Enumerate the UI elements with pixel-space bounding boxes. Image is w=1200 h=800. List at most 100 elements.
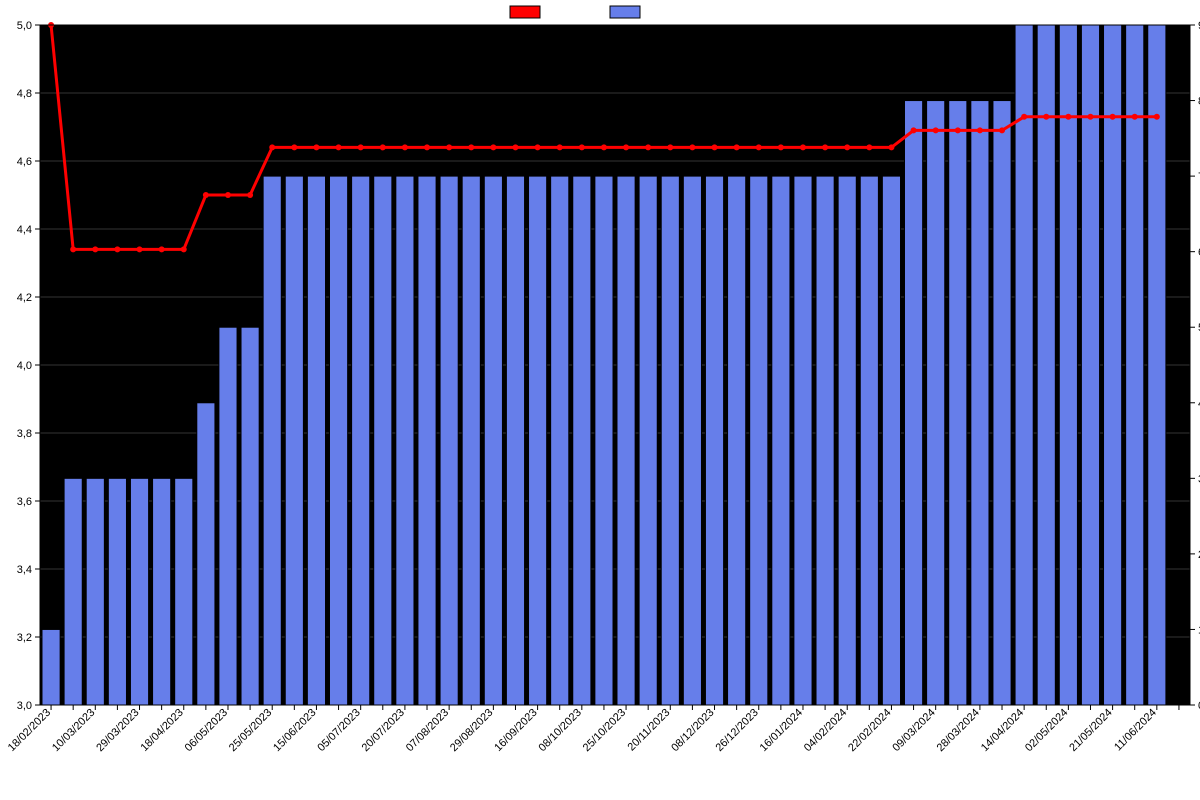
line-marker xyxy=(756,144,762,150)
line-marker xyxy=(114,246,120,252)
line-marker xyxy=(1087,114,1093,120)
line-marker xyxy=(490,144,496,150)
line-marker xyxy=(70,246,76,252)
bar xyxy=(352,176,370,705)
bar xyxy=(440,176,458,705)
bar xyxy=(728,176,746,705)
line-marker xyxy=(159,246,165,252)
bar xyxy=(750,176,768,705)
bar xyxy=(683,176,701,705)
x-tick-label: 06/05/2023 xyxy=(183,707,230,754)
bar xyxy=(639,176,657,705)
bar xyxy=(307,176,325,705)
legend-swatch-bar xyxy=(610,6,640,18)
x-tick-label: 21/05/2024 xyxy=(1067,707,1114,754)
y-left-tick-label: 3,0 xyxy=(17,700,32,712)
y-left-tick-label: 4,8 xyxy=(17,88,32,100)
x-tick-label: 29/08/2023 xyxy=(448,707,495,754)
x-tick-label: 05/07/2023 xyxy=(315,707,362,754)
x-tick-label: 25/05/2023 xyxy=(227,707,274,754)
legend-swatch-line xyxy=(510,6,540,18)
line-marker xyxy=(92,246,98,252)
line-marker xyxy=(911,127,917,133)
x-tick-label: 29/03/2023 xyxy=(94,707,141,754)
x-tick-label: 04/02/2024 xyxy=(802,707,849,754)
bar xyxy=(617,176,635,705)
bar xyxy=(838,176,856,705)
line-marker xyxy=(225,192,231,198)
bar xyxy=(285,176,303,705)
x-tick-label: 02/05/2024 xyxy=(1023,707,1070,754)
line-marker xyxy=(1110,114,1116,120)
line-marker xyxy=(844,144,850,150)
line-marker xyxy=(1132,114,1138,120)
line-marker xyxy=(269,144,275,150)
bar xyxy=(64,478,82,705)
combo-chart: 3,03,23,43,63,84,04,24,44,64,85,00123456… xyxy=(0,0,1200,800)
bar xyxy=(130,478,148,705)
line-marker xyxy=(800,144,806,150)
line-marker xyxy=(579,144,585,150)
y-left-tick-label: 3,2 xyxy=(17,632,32,644)
y-left-tick-label: 4,2 xyxy=(17,292,32,304)
line-marker xyxy=(291,144,297,150)
line-marker xyxy=(247,192,253,198)
bar xyxy=(949,101,967,705)
bar xyxy=(971,101,989,705)
x-tick-label: 09/03/2024 xyxy=(890,707,937,754)
x-tick-label: 11/06/2024 xyxy=(1112,707,1159,754)
line-marker xyxy=(424,144,430,150)
line-marker xyxy=(137,246,143,252)
x-tick-label: 16/09/2023 xyxy=(492,707,539,754)
x-tick-label: 20/07/2023 xyxy=(360,707,407,754)
x-tick-label: 22/02/2024 xyxy=(846,707,893,754)
bar xyxy=(772,176,790,705)
line-marker xyxy=(380,144,386,150)
bar xyxy=(197,403,215,705)
x-tick-label: 08/12/2023 xyxy=(669,707,716,754)
bar xyxy=(882,176,900,705)
x-tick-label: 16/01/2024 xyxy=(758,707,805,754)
line-marker xyxy=(1021,114,1027,120)
line-marker xyxy=(888,144,894,150)
x-tick-label: 10/03/2023 xyxy=(50,707,97,754)
line-marker xyxy=(313,144,319,150)
bar xyxy=(462,176,480,705)
x-tick-label: 28/03/2024 xyxy=(935,707,982,754)
bar xyxy=(418,176,436,705)
line-marker xyxy=(689,144,695,150)
bar xyxy=(175,478,193,705)
bar xyxy=(86,478,104,705)
y-left-tick-label: 5,0 xyxy=(17,20,32,32)
bar xyxy=(595,176,613,705)
y-left-tick-label: 4,0 xyxy=(17,360,32,372)
line-marker xyxy=(734,144,740,150)
x-tick-label: 25/10/2023 xyxy=(581,707,628,754)
line-marker xyxy=(822,144,828,150)
bar xyxy=(661,176,679,705)
bar xyxy=(42,629,60,705)
y-left-tick-label: 4,4 xyxy=(17,224,32,236)
y-left-tick-label: 3,8 xyxy=(17,428,32,440)
x-tick-label: 14/04/2024 xyxy=(979,707,1026,754)
line-marker xyxy=(203,192,209,198)
bar xyxy=(1081,25,1099,705)
line-marker xyxy=(977,127,983,133)
bar xyxy=(329,176,347,705)
x-tick-label: 20/11/2023 xyxy=(626,707,673,754)
y-left-tick-label: 4,6 xyxy=(17,156,32,168)
line-marker xyxy=(999,127,1005,133)
bar xyxy=(904,101,922,705)
bar xyxy=(263,176,281,705)
line-marker xyxy=(933,127,939,133)
bar xyxy=(1126,25,1144,705)
bar xyxy=(1059,25,1077,705)
x-tick-label: 18/02/2023 xyxy=(6,707,53,754)
x-tick-label: 26/12/2023 xyxy=(713,707,760,754)
line-marker xyxy=(1065,114,1071,120)
x-tick-label: 18/04/2023 xyxy=(138,707,185,754)
bar xyxy=(108,478,126,705)
y-left-tick-label: 3,4 xyxy=(17,564,32,576)
line-marker xyxy=(1154,114,1160,120)
bar xyxy=(705,176,723,705)
